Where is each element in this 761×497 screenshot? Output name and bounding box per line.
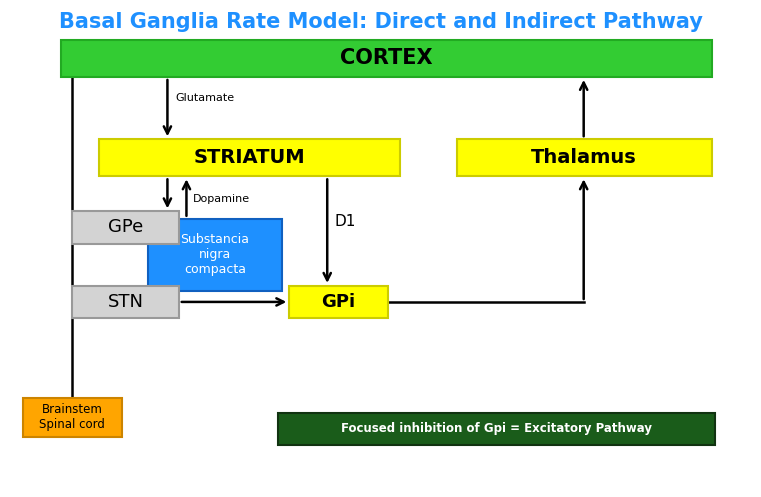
Text: Glutamate: Glutamate (175, 93, 234, 103)
Text: STRIATUM: STRIATUM (193, 148, 305, 167)
Text: CORTEX: CORTEX (340, 48, 432, 69)
FancyBboxPatch shape (72, 211, 179, 244)
FancyBboxPatch shape (99, 139, 400, 176)
Text: GPe: GPe (108, 218, 143, 237)
FancyBboxPatch shape (289, 286, 388, 318)
Text: STN: STN (107, 293, 144, 311)
Text: Thalamus: Thalamus (531, 148, 637, 167)
Text: Dopamine: Dopamine (193, 194, 250, 204)
FancyBboxPatch shape (72, 286, 179, 318)
Text: Substancia
nigra
compacta: Substancia nigra compacta (180, 233, 250, 276)
Text: D1: D1 (335, 214, 356, 229)
FancyBboxPatch shape (148, 219, 282, 291)
FancyBboxPatch shape (23, 398, 122, 437)
Text: GPi: GPi (322, 293, 355, 311)
FancyBboxPatch shape (457, 139, 712, 176)
Text: Basal Ganglia Rate Model: Direct and Indirect Pathway: Basal Ganglia Rate Model: Direct and Ind… (59, 12, 702, 32)
Text: Focused inhibition of Gpi = Excitatory Pathway: Focused inhibition of Gpi = Excitatory P… (341, 422, 652, 435)
FancyBboxPatch shape (61, 40, 712, 77)
Text: Brainstem
Spinal cord: Brainstem Spinal cord (40, 404, 105, 431)
FancyBboxPatch shape (278, 413, 715, 445)
